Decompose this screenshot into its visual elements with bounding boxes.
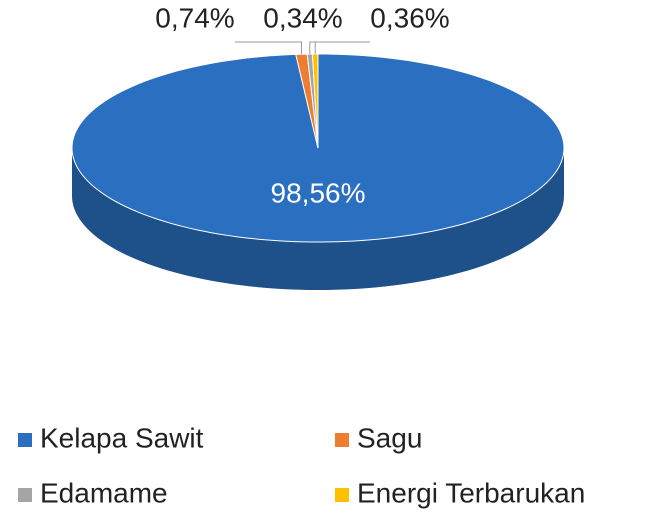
data-label: 98,56% [271,177,366,208]
legend-marker [335,433,349,447]
legend-label: Sagu [357,422,422,453]
legend-marker [18,433,32,447]
data-label: 0,74% [155,2,234,33]
data-label: 0,34% [263,2,342,33]
legend-label: Edamame [40,477,168,508]
legend-label: Energi Terbarukan [357,477,585,508]
legend-marker [335,488,349,502]
legend-label: Kelapa Sawit [40,422,204,453]
slice-side [72,148,564,290]
leader-line [235,41,302,55]
leader-line [314,41,370,55]
legend-marker [18,488,32,502]
data-label: 0,36% [370,2,449,33]
